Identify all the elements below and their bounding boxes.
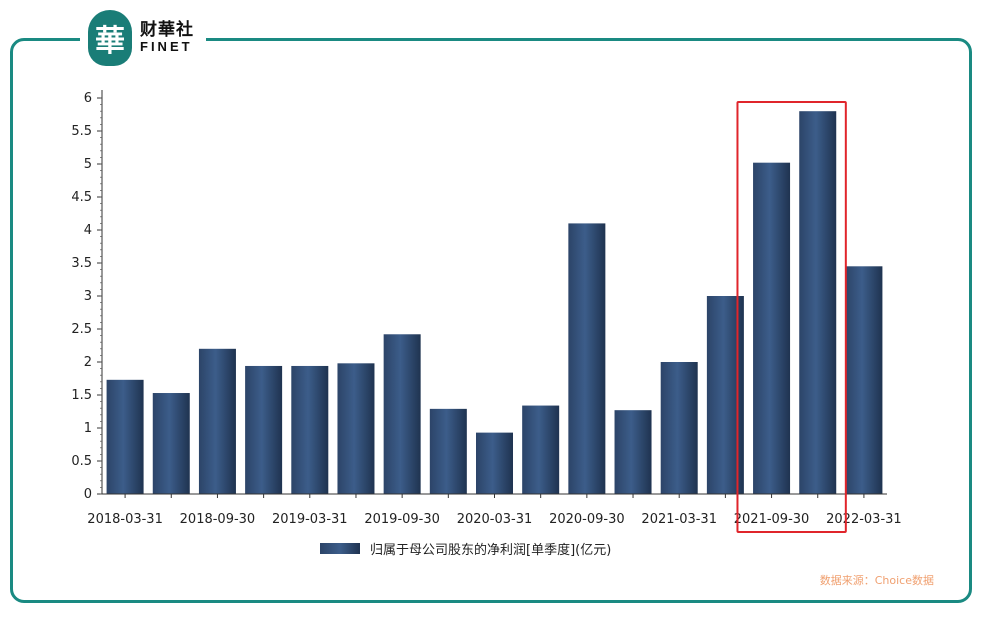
highlight-group [736, 101, 847, 533]
y-tick-label: 0.5 [71, 454, 92, 469]
plot-background [102, 86, 935, 494]
y-tick-label: 4.5 [71, 190, 92, 205]
bar-2021-12-31 [799, 111, 837, 494]
bar-2018-12-31 [245, 365, 283, 494]
x-tick-label: 2020-03-31 [457, 512, 533, 527]
bar-2018-09-30 [198, 348, 236, 494]
bar-2020-12-31 [614, 410, 652, 494]
legend-label: 归属于母公司股东的净利润[单季度](亿元) [370, 543, 612, 558]
plot-area [102, 86, 935, 494]
bar-2019-06-30 [337, 363, 375, 494]
bar-2019-12-31 [429, 408, 467, 494]
highlight-box [736, 101, 847, 533]
bar-2020-06-30 [522, 405, 560, 494]
y-tick-label: 0 [84, 487, 92, 502]
x-tick-label: 2020-09-30 [549, 512, 625, 527]
y-tick-label: 4 [84, 223, 92, 238]
x-tick-label: 2018-03-31 [87, 512, 163, 527]
bar-2018-06-30 [152, 393, 190, 494]
legend-swatch [320, 543, 360, 554]
y-tick-label: 5.5 [71, 124, 92, 139]
chart-frame [10, 38, 972, 603]
y-tick-label: 2 [84, 355, 92, 370]
finet-logo: 華 财華社 FINET [80, 8, 206, 68]
y-tick-label: 1 [84, 421, 92, 436]
bar-2018-03-31 [106, 379, 144, 494]
bar-2022-03-31 [845, 266, 883, 494]
y-tick-label: 6 [84, 91, 92, 106]
bar-2020-09-30 [568, 223, 606, 494]
x-tick-label: 2022-03-31 [826, 512, 902, 527]
logo-text: 财華社 FINET [140, 20, 194, 55]
y-tick-label: 5 [84, 157, 92, 172]
x-tick-label: 2019-03-31 [272, 512, 348, 527]
x-tick-label: 2021-09-30 [734, 512, 810, 527]
bar-2021-03-31 [660, 362, 698, 494]
y-tick-label: 2.5 [71, 322, 92, 337]
x-tick-label: 2018-09-30 [180, 512, 256, 527]
y-tick-label: 1.5 [71, 388, 92, 403]
x-tick-label: 2019-09-30 [364, 512, 440, 527]
bars-group [106, 111, 883, 494]
bar-2021-09-30 [753, 162, 791, 494]
source-note: 数据来源：Choice数据 [819, 574, 934, 587]
y-tick-label: 3.5 [71, 256, 92, 271]
bar-2020-03-31 [476, 432, 513, 494]
bar-2019-03-31 [291, 365, 329, 494]
logo-name-cn: 财華社 [140, 20, 194, 41]
x-tick-label: 2021-03-31 [641, 512, 717, 527]
legend: 归属于母公司股东的净利润[单季度](亿元) [320, 539, 611, 558]
y-tick-label: 3 [84, 289, 92, 304]
logo-name-en: FINET [140, 39, 193, 55]
logo-seal: 華 [88, 10, 132, 66]
bar-2019-09-30 [383, 334, 421, 494]
